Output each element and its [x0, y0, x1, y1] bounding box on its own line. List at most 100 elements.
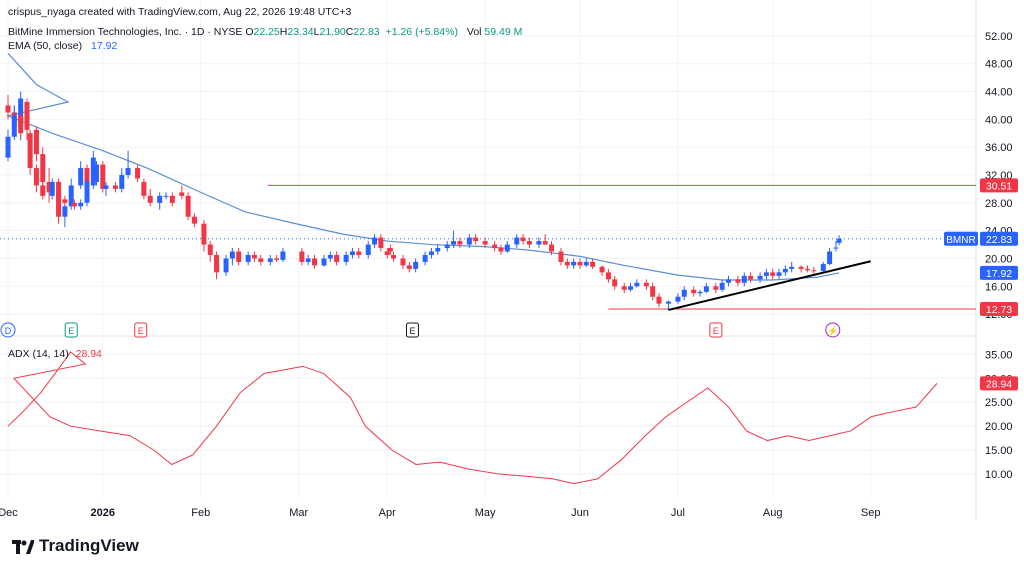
candle-body[interactable]	[665, 301, 671, 304]
candle-body[interactable]	[5, 136, 11, 158]
candle-body[interactable]	[274, 258, 280, 260]
candle-body[interactable]	[833, 247, 839, 249]
event-marker-circle[interactable]	[0, 322, 16, 338]
candle-body[interactable]	[125, 168, 131, 175]
candle-body[interactable]	[571, 261, 577, 266]
candle-body[interactable]	[100, 164, 106, 189]
candle-body[interactable]	[179, 192, 185, 196]
candle-body[interactable]	[236, 251, 242, 262]
candle-body[interactable]	[789, 266, 795, 269]
candle-body[interactable]	[280, 251, 286, 260]
candle-body[interactable]	[258, 258, 264, 262]
candle-body[interactable]	[719, 282, 725, 290]
candle-body[interactable]	[334, 254, 340, 262]
candle-body[interactable]	[741, 275, 747, 283]
candle-body[interactable]	[590, 261, 596, 267]
candle-body[interactable]	[372, 237, 378, 245]
event-marker-box[interactable]	[405, 322, 419, 338]
candle-body[interactable]	[27, 133, 33, 169]
candle-body[interactable]	[56, 181, 62, 200]
candle-body[interactable]	[305, 258, 311, 262]
candle-body[interactable]	[776, 272, 782, 276]
candle-body[interactable]	[748, 275, 754, 280]
candle-body[interactable]	[68, 185, 74, 207]
candle-body[interactable]	[549, 244, 555, 252]
candle-body[interactable]	[782, 268, 788, 273]
candle-body[interactable]	[735, 279, 741, 283]
candle-body[interactable]	[141, 181, 147, 196]
candle-body[interactable]	[564, 261, 570, 266]
candle-body[interactable]	[435, 248, 441, 252]
candle-body[interactable]	[451, 241, 457, 245]
candle-body[interactable]	[343, 254, 349, 262]
candle-body[interactable]	[71, 202, 77, 207]
candle-body[interactable]	[498, 248, 504, 252]
event-marker-box[interactable]	[709, 322, 723, 338]
candle-body[interactable]	[697, 291, 703, 294]
candle-body[interactable]	[49, 181, 55, 196]
candle-body[interactable]	[191, 216, 197, 224]
candle-body[interactable]	[681, 289, 687, 297]
candle-body[interactable]	[466, 237, 472, 245]
candle-body[interactable]	[327, 254, 333, 259]
candle-body[interactable]	[185, 195, 191, 217]
candle-body[interactable]	[583, 261, 589, 266]
candle-body[interactable]	[365, 244, 371, 255]
candle-body[interactable]	[201, 223, 207, 245]
candle-body[interactable]	[62, 206, 68, 217]
candle-body[interactable]	[482, 241, 488, 245]
candle-body[interactable]	[214, 254, 220, 273]
candle-body[interactable]	[384, 251, 390, 255]
candle-body[interactable]	[514, 237, 520, 245]
candle-body[interactable]	[321, 258, 327, 266]
candle-body[interactable]	[349, 251, 355, 255]
candle-body[interactable]	[163, 195, 169, 197]
candle-body[interactable]	[422, 254, 428, 262]
candle-body[interactable]	[93, 164, 99, 182]
candle-body[interactable]	[229, 251, 235, 259]
candle-body[interactable]	[542, 241, 548, 245]
candle-body[interactable]	[223, 258, 229, 273]
candle-body[interactable]	[24, 101, 30, 130]
candle-body[interactable]	[378, 237, 384, 249]
candle-body[interactable]	[605, 272, 611, 280]
candle-body[interactable]	[428, 251, 434, 255]
candle-body[interactable]	[836, 238, 842, 243]
symbol-legend[interactable]: BitMine Immersion Technologies, Inc. · 1…	[8, 26, 522, 38]
candle-body[interactable]	[40, 185, 46, 196]
candle-body[interactable]	[267, 258, 273, 262]
candle-body[interactable]	[811, 270, 817, 272]
candle-body[interactable]	[577, 261, 583, 266]
candle-body[interactable]	[492, 244, 498, 249]
candle-body[interactable]	[757, 275, 763, 280]
candle-body[interactable]	[703, 286, 709, 292]
candle-body[interactable]	[820, 264, 826, 271]
candle-body[interactable]	[558, 251, 564, 262]
candle-body[interactable]	[245, 254, 251, 262]
candle-body[interactable]	[157, 195, 163, 203]
candle-body[interactable]	[387, 248, 393, 252]
event-marker-box[interactable]	[134, 322, 148, 338]
candle-body[interactable]	[5, 105, 11, 113]
candles[interactable]	[5, 91, 842, 310]
candle-body[interactable]	[650, 286, 656, 297]
candle-body[interactable]	[207, 244, 213, 255]
candle-body[interactable]	[691, 289, 697, 294]
event-marker-box[interactable]	[64, 322, 78, 338]
candle-body[interactable]	[400, 258, 406, 266]
candle-body[interactable]	[643, 282, 649, 287]
candle-body[interactable]	[406, 265, 412, 269]
candle-body[interactable]	[46, 181, 52, 193]
ema-legend[interactable]: EMA (50, close) 17.92	[8, 40, 117, 52]
candle-body[interactable]	[78, 168, 84, 186]
trendline[interactable]	[668, 260, 871, 311]
candle-body[interactable]	[78, 202, 84, 207]
candle-body[interactable]	[147, 195, 153, 203]
candle-body[interactable]	[457, 241, 463, 245]
candle-body[interactable]	[628, 286, 634, 290]
candle-body[interactable]	[599, 266, 605, 273]
event-markers[interactable]: E D E E E ⚡	[0, 322, 841, 338]
candle-body[interactable]	[612, 279, 618, 287]
candle-body[interactable]	[312, 258, 318, 266]
candle-body[interactable]	[804, 268, 810, 271]
